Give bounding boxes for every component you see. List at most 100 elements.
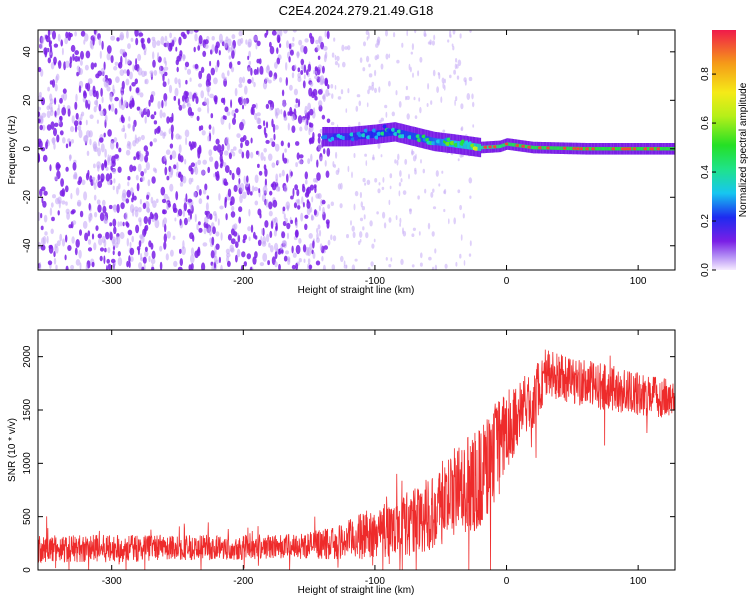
noise-speckle xyxy=(169,154,173,161)
signal-band-core xyxy=(511,142,514,147)
noise-speckle xyxy=(258,58,262,65)
noise-speckle xyxy=(150,258,156,265)
noise-speckle xyxy=(47,30,51,38)
noise-speckle xyxy=(291,113,296,122)
snr-series-line xyxy=(38,349,675,570)
signal-peak xyxy=(483,145,489,149)
colorbar-ticks: 0.0 0.2 0.4 0.6 0.8 xyxy=(700,67,716,277)
noise-speckle xyxy=(188,208,191,216)
signal-peak xyxy=(492,145,498,149)
noise-speckle xyxy=(182,175,187,184)
noise-speckle xyxy=(62,88,67,94)
noise-speckle xyxy=(295,230,299,238)
noise-speckle xyxy=(166,175,170,181)
noise-speckle xyxy=(118,99,122,109)
signal-band-core xyxy=(509,142,511,147)
noise-speckle xyxy=(198,35,203,45)
faint-speckle xyxy=(442,82,445,89)
noise-speckle xyxy=(142,202,147,209)
faint-speckle xyxy=(380,117,384,122)
noise-speckle xyxy=(210,67,215,76)
faint-speckle xyxy=(459,204,462,211)
noise-speckle xyxy=(271,162,276,168)
faint-speckle xyxy=(441,77,445,84)
noise-speckle xyxy=(307,63,312,72)
signal-band-core xyxy=(639,147,641,151)
noise-speckle xyxy=(241,251,246,258)
noise-speckle xyxy=(184,61,190,68)
noise-speckle xyxy=(100,173,105,182)
noise-speckle xyxy=(262,185,268,194)
noise-speckle xyxy=(178,36,182,46)
noise-speckle xyxy=(268,201,273,210)
noise-speckle xyxy=(47,86,50,92)
noise-speckle xyxy=(236,133,241,139)
noise-speckle xyxy=(205,222,209,229)
faint-speckle xyxy=(400,258,404,265)
noise-speckle xyxy=(289,84,293,91)
faint-speckle xyxy=(359,231,363,238)
colorbar-tick-label: 0.0 xyxy=(700,263,711,277)
x-tick-label: -300 xyxy=(102,276,122,287)
signal-band-core xyxy=(655,147,657,151)
noise-speckle xyxy=(117,257,123,267)
faint-speckle xyxy=(334,85,337,90)
noise-speckle xyxy=(326,118,331,124)
noise-speckle xyxy=(107,154,110,164)
noise-speckle xyxy=(41,196,44,204)
noise-speckle xyxy=(163,193,169,200)
noise-speckle xyxy=(232,117,236,125)
noise-speckle xyxy=(276,57,281,65)
noise-speckle xyxy=(285,250,289,255)
noise-speckle xyxy=(263,120,266,127)
noise-speckle xyxy=(75,187,80,196)
noise-speckle xyxy=(274,61,278,69)
noise-speckle xyxy=(288,56,291,63)
noise-speckle xyxy=(106,52,111,61)
noise-speckle xyxy=(215,64,218,73)
noise-speckle xyxy=(96,119,99,124)
signal-peak xyxy=(537,146,543,150)
noise-speckle xyxy=(280,109,283,115)
noise-speckle xyxy=(112,250,115,256)
noise-speckle xyxy=(293,88,298,96)
noise-speckle xyxy=(228,55,231,60)
faint-speckle xyxy=(359,217,364,222)
noise-speckle xyxy=(215,138,220,145)
noise-speckle xyxy=(121,128,126,132)
signal-band-core xyxy=(479,144,482,151)
signal-band-core xyxy=(401,130,403,137)
signal-band-core xyxy=(420,134,422,142)
signal-band-core xyxy=(392,128,394,136)
noise-speckle xyxy=(119,221,123,227)
noise-speckle xyxy=(268,79,272,84)
signal-band-core xyxy=(353,132,355,140)
faint-speckle xyxy=(382,177,385,183)
noise-speckle xyxy=(127,58,131,65)
signal-band-core xyxy=(534,145,536,150)
faint-speckle xyxy=(341,44,345,52)
noise-speckle xyxy=(198,221,201,226)
faint-speckle xyxy=(385,257,388,261)
noise-speckle xyxy=(198,227,203,233)
noise-speckle xyxy=(239,194,243,204)
noise-speckle xyxy=(285,77,288,86)
faint-speckle xyxy=(460,234,463,241)
faint-speckle xyxy=(330,234,333,241)
noise-speckle xyxy=(304,223,308,230)
noise-speckle xyxy=(282,206,286,212)
noise-speckle xyxy=(43,190,48,196)
noise-speckle xyxy=(297,72,301,79)
noise-speckle xyxy=(173,95,177,101)
noise-speckle xyxy=(96,199,101,205)
spectrogram-x-axis-label: Height of straight line (km) xyxy=(298,285,415,296)
noise-speckle xyxy=(88,89,94,97)
noise-speckle xyxy=(273,133,276,141)
faint-speckle xyxy=(411,264,415,268)
noise-speckle xyxy=(316,172,321,181)
faint-speckle xyxy=(412,227,416,231)
signal-band-core xyxy=(542,146,544,150)
noise-speckle xyxy=(316,232,319,240)
noise-speckle xyxy=(102,205,107,214)
noise-speckle xyxy=(325,88,330,97)
